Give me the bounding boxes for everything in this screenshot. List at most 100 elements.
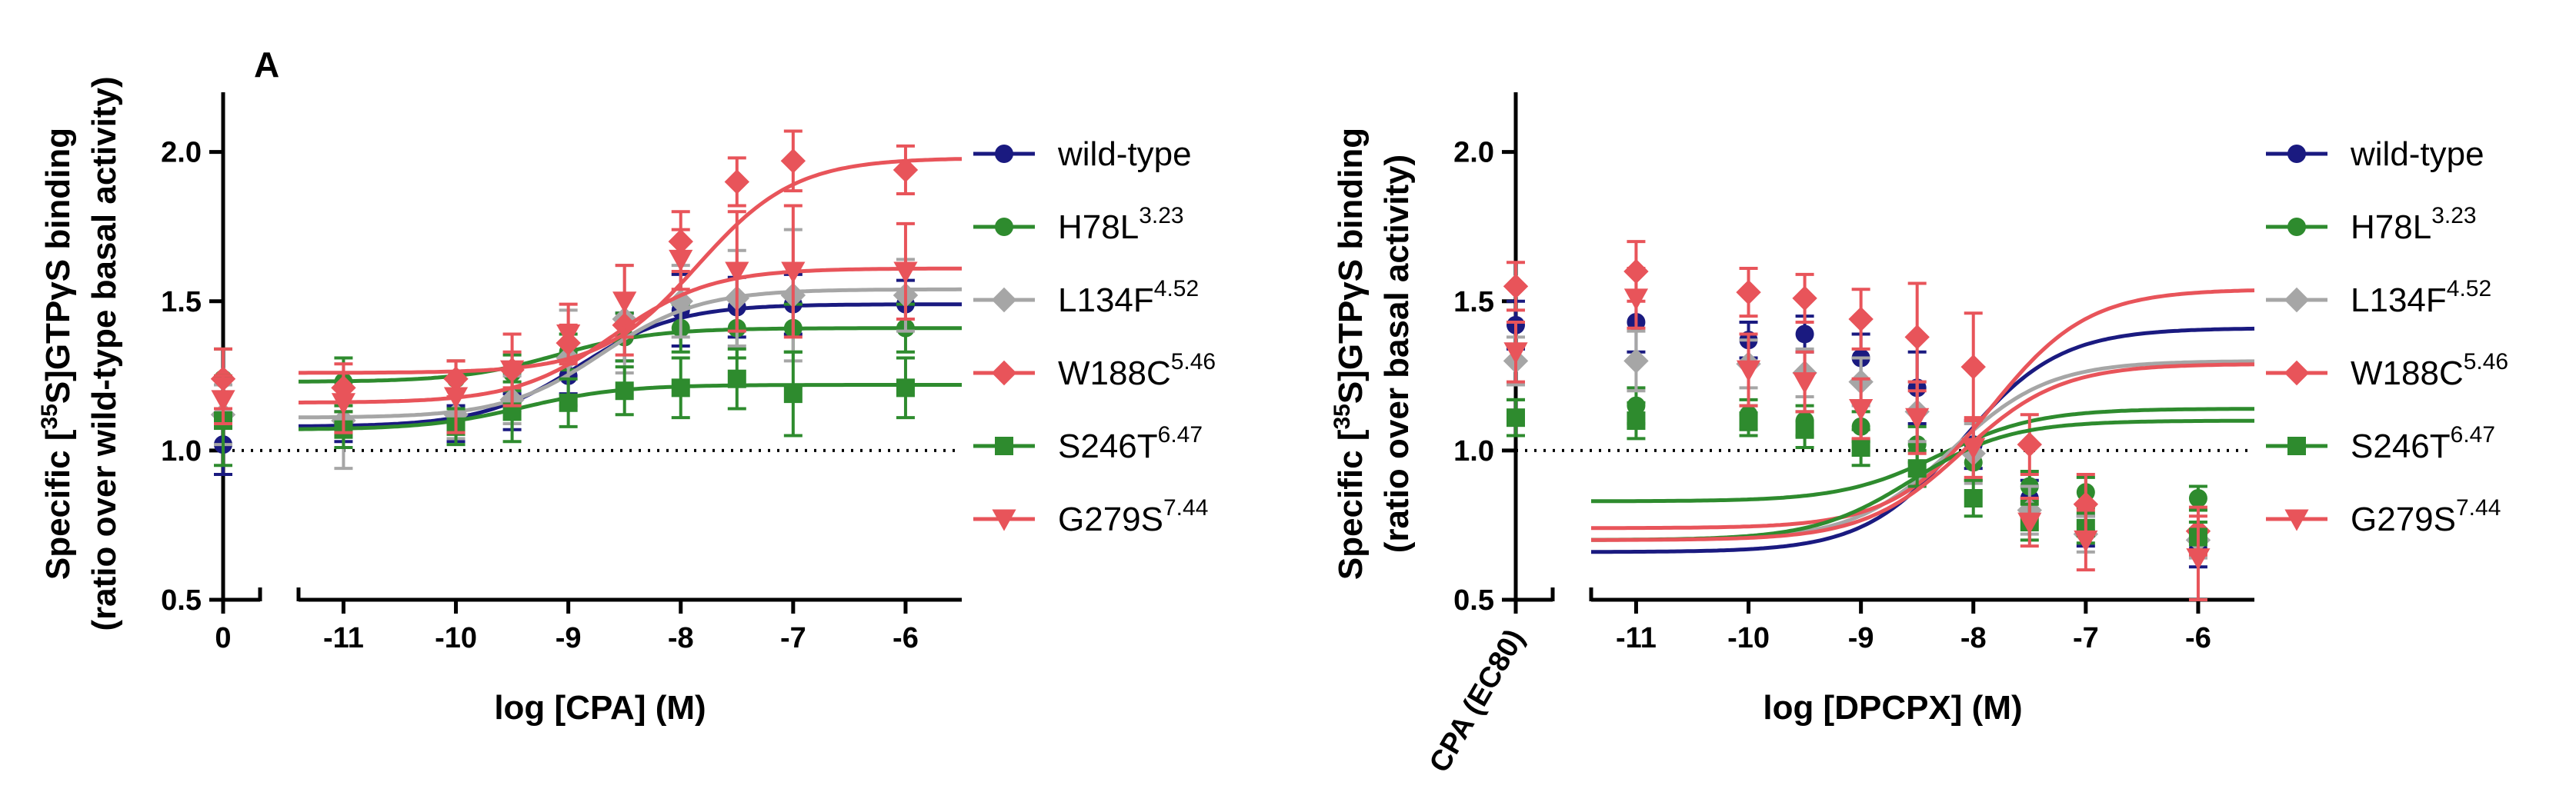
y-tick-label: 1.5 xyxy=(1453,286,1494,318)
data-point xyxy=(1623,288,1649,311)
y-axis-title-line2: (ratio over basal activity) xyxy=(1378,155,1416,553)
data-point xyxy=(1623,348,1649,374)
legend-marker xyxy=(995,145,1013,163)
y-axis-title-sup: 35 xyxy=(1330,404,1355,429)
y-tick-label: 1.5 xyxy=(161,286,202,318)
x-tick-label: -8 xyxy=(668,622,694,654)
panel-a: A 0.5 1.0 1.5 2.0 -11 -10 -9 -8 -7 -6 0 log [CPA] (M… xyxy=(37,45,1216,727)
data-point xyxy=(559,393,578,412)
legend-label-sup: 6.47 xyxy=(1158,422,1203,448)
data-point xyxy=(724,169,749,195)
x-tick-label: -6 xyxy=(2185,622,2211,654)
legend-marker xyxy=(992,509,1016,531)
legend-label-name: G279S xyxy=(2351,501,2456,538)
x-tick-label: -8 xyxy=(1960,622,1987,654)
legend-label-name: L134F xyxy=(1058,281,1154,319)
data-point xyxy=(1964,489,1983,507)
data-point xyxy=(2186,548,2211,571)
legend-entry-wild-type: wild-type xyxy=(2266,135,2484,173)
data-point xyxy=(1904,324,1930,350)
x-tick-label: -10 xyxy=(1727,622,1770,654)
fit-curve xyxy=(1591,362,2254,542)
data-point xyxy=(1736,279,1761,305)
data-point xyxy=(669,249,693,272)
legend-label: G279S7.44 xyxy=(2351,495,2501,538)
control-point xyxy=(1503,342,1528,364)
y-axis-title-suffix: S]GTPγS binding xyxy=(39,128,77,404)
data-point xyxy=(893,261,918,284)
legend-label-sup: 4.52 xyxy=(2447,276,2491,301)
x-axis-title: log [CPA] (M) xyxy=(494,689,706,727)
legend-label: L134F4.52 xyxy=(1058,276,1199,319)
legend-label: G279S7.44 xyxy=(1058,495,1208,538)
legend-label-sup: 7.44 xyxy=(2456,495,2501,521)
series-g279s xyxy=(211,204,962,434)
legend-marker xyxy=(2284,360,2310,386)
legend-label: W188C5.46 xyxy=(1058,349,1216,392)
legend-label-name: G279S xyxy=(1058,501,1163,538)
data-point xyxy=(1849,399,1874,421)
panel-letter: A xyxy=(254,45,279,85)
y-tick-label: 2.0 xyxy=(1453,137,1494,169)
data-point xyxy=(1792,285,1817,311)
data-point xyxy=(615,381,634,401)
legend-entry-h78l: H78L3.23 xyxy=(2266,203,2477,246)
data-point xyxy=(893,157,919,183)
data-point xyxy=(499,360,525,382)
legend-marker xyxy=(995,218,1013,236)
legend-label-sup: 3.23 xyxy=(2431,203,2476,228)
data-point xyxy=(1739,411,1758,431)
legend-label-sup: 3.23 xyxy=(1139,203,1183,228)
data-point xyxy=(781,261,806,284)
legend-entry-l134f: L134F4.52 xyxy=(2266,276,2491,319)
y-axis-title-prefix: Specific [ xyxy=(1332,429,1370,580)
x-tick-label: -9 xyxy=(556,622,582,654)
data-point xyxy=(556,324,581,347)
y-axis-title-line2: (ratio over wild-type basal activity) xyxy=(85,76,123,631)
data-point xyxy=(1851,438,1870,457)
x-axis-title: log [DPCPX] (M) xyxy=(1763,689,2022,727)
data-point xyxy=(668,288,693,314)
fit-curve xyxy=(1591,288,2255,531)
x-tick-label-control: CPA (EC80) xyxy=(1423,624,1531,778)
y-tick-label: 2.0 xyxy=(161,137,202,169)
data-point xyxy=(725,261,749,284)
data-point xyxy=(896,378,915,398)
y-tick-label: 1.0 xyxy=(161,435,202,468)
y-axis-title-sup: 35 xyxy=(37,404,62,429)
fit-curve xyxy=(299,266,962,404)
data-point xyxy=(2074,530,2098,552)
series-g279s xyxy=(1503,267,2254,601)
legend-label-name: H78L xyxy=(1058,208,1139,246)
legend-label-sup: 5.46 xyxy=(2464,349,2508,374)
x-tick-label: -10 xyxy=(435,622,477,654)
legend-label: W188C5.46 xyxy=(2351,349,2508,392)
legend-entry-s246t: S246T6.47 xyxy=(2266,422,2495,465)
legend-entry-w188c: W188C5.46 xyxy=(973,349,1216,392)
y-tick-label: 1.0 xyxy=(1453,435,1494,468)
x-tick-label: -7 xyxy=(780,622,806,654)
x-tick-label: -11 xyxy=(323,622,364,654)
legend-marker xyxy=(995,437,1013,455)
x-tick-label: -6 xyxy=(893,622,919,654)
legend-label-sup: 4.52 xyxy=(1154,276,1199,301)
x-tick-label: -7 xyxy=(2073,622,2099,654)
legend-label: wild-type xyxy=(2350,135,2484,173)
legend-marker xyxy=(991,360,1017,386)
fit-curve xyxy=(299,287,962,420)
legend-marker xyxy=(2287,218,2306,236)
legend-marker xyxy=(2284,287,2310,313)
data-point xyxy=(443,387,469,409)
legend-entry-w188c: W188C5.46 xyxy=(2266,349,2508,392)
series-l134f xyxy=(1503,329,2254,560)
control-point xyxy=(1507,408,1525,428)
legend-label-name: S246T xyxy=(1058,428,1158,465)
legend-label-name: S246T xyxy=(2351,428,2451,465)
legend-marker xyxy=(2287,437,2306,455)
legend-label-name: W188C xyxy=(1058,354,1171,392)
data-point xyxy=(1792,372,1817,394)
data-point xyxy=(671,378,690,398)
data-point xyxy=(1736,360,1761,382)
x-tick-label: -9 xyxy=(1848,622,1874,654)
